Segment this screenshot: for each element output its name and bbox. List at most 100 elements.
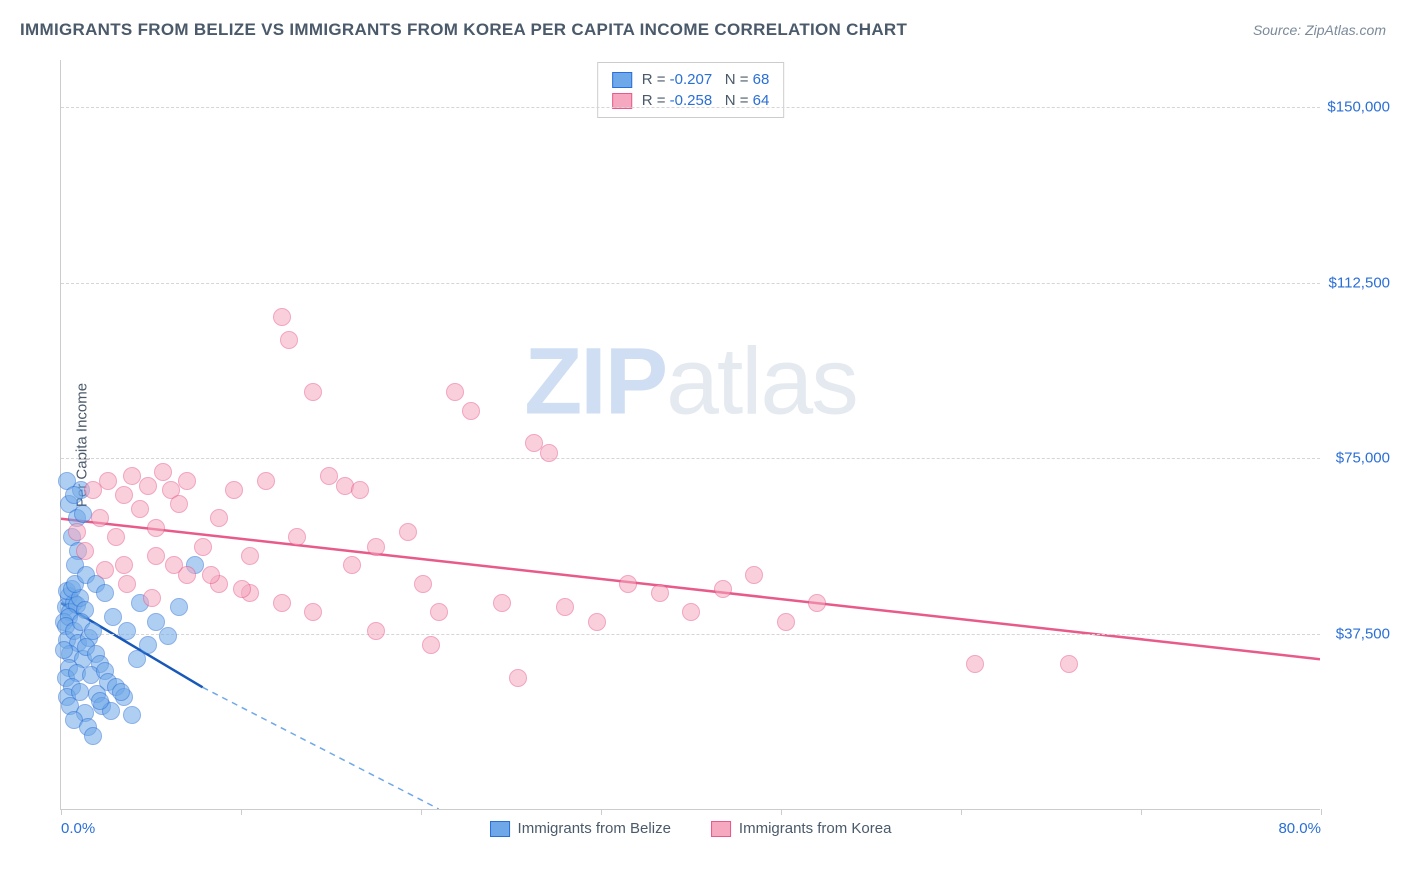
data-point	[194, 538, 212, 556]
data-point	[651, 584, 669, 602]
data-point	[159, 627, 177, 645]
data-point	[619, 575, 637, 593]
data-point	[154, 463, 172, 481]
data-point	[65, 486, 83, 504]
gridline	[61, 283, 1320, 284]
data-point	[147, 519, 165, 537]
data-point	[414, 575, 432, 593]
legend-swatch	[490, 821, 510, 837]
data-point	[91, 692, 109, 710]
legend-label: Immigrants from Korea	[739, 820, 892, 837]
chart-title: IMMIGRANTS FROM BELIZE VS IMMIGRANTS FRO…	[20, 20, 907, 40]
data-point	[241, 547, 259, 565]
data-point	[143, 589, 161, 607]
data-point	[399, 523, 417, 541]
bottom-legend: Immigrants from Belize Immigrants from Ko…	[490, 820, 892, 837]
data-point	[1060, 655, 1078, 673]
scatter-plot: ZIPatlas R = -0.207 N = 68R = -0.258 N =…	[60, 60, 1320, 810]
legend-stats-text: R = -0.207 N = 68	[642, 71, 770, 88]
data-point	[257, 472, 275, 490]
data-point	[210, 509, 228, 527]
source-attribution: Source: ZipAtlas.com	[1253, 22, 1386, 38]
data-point	[966, 655, 984, 673]
data-point	[509, 669, 527, 687]
data-point	[128, 650, 146, 668]
data-point	[165, 556, 183, 574]
data-point	[112, 683, 130, 701]
data-point	[430, 603, 448, 621]
data-point	[540, 444, 558, 462]
legend-label: Immigrants from Belize	[518, 820, 671, 837]
data-point	[107, 528, 125, 546]
y-tick-label: $150,000	[1327, 98, 1390, 115]
data-point	[304, 603, 322, 621]
data-point	[351, 481, 369, 499]
data-point	[225, 481, 243, 499]
x-tick	[1321, 809, 1322, 815]
x-tick-label: 80.0%	[1278, 820, 1321, 837]
x-tick	[241, 809, 242, 815]
data-point	[84, 622, 102, 640]
data-point	[147, 547, 165, 565]
data-point	[115, 486, 133, 504]
data-point	[588, 613, 606, 631]
legend-item: Immigrants from Belize	[490, 820, 671, 837]
data-point	[273, 594, 291, 612]
data-point	[118, 575, 136, 593]
data-point	[288, 528, 306, 546]
data-point	[233, 580, 251, 598]
data-point	[493, 594, 511, 612]
data-point	[115, 556, 133, 574]
chart-area: Per Capita Income ZIPatlas R = -0.207 N …	[50, 60, 1380, 830]
y-tick-label: $75,000	[1336, 450, 1390, 467]
data-point	[367, 538, 385, 556]
data-point	[84, 727, 102, 745]
x-tick	[61, 809, 62, 815]
legend-item: Immigrants from Korea	[711, 820, 892, 837]
y-tick-label: $37,500	[1336, 626, 1390, 643]
data-point	[104, 608, 122, 626]
data-point	[745, 566, 763, 584]
data-point	[367, 622, 385, 640]
x-tick-label: 0.0%	[61, 820, 95, 837]
data-point	[280, 331, 298, 349]
watermark: ZIPatlas	[524, 328, 856, 437]
data-point	[74, 505, 92, 523]
data-point	[76, 542, 94, 560]
data-point	[682, 603, 700, 621]
data-point	[91, 509, 109, 527]
x-tick	[601, 809, 602, 815]
data-point	[446, 383, 464, 401]
data-point	[462, 402, 480, 420]
data-point	[304, 383, 322, 401]
data-point	[273, 308, 291, 326]
legend-swatch	[711, 821, 731, 837]
data-point	[118, 622, 136, 640]
x-tick	[961, 809, 962, 815]
gridline	[61, 458, 1320, 459]
x-tick	[781, 809, 782, 815]
data-point	[170, 598, 188, 616]
data-point	[422, 636, 440, 654]
data-point	[808, 594, 826, 612]
data-point	[55, 641, 73, 659]
data-point	[178, 472, 196, 490]
data-point	[68, 523, 86, 541]
data-point	[777, 613, 795, 631]
data-point	[96, 561, 114, 579]
regression-extrapolation	[203, 687, 439, 809]
data-point	[131, 500, 149, 518]
legend-row: R = -0.207 N = 68	[612, 69, 770, 90]
data-point	[123, 706, 141, 724]
data-point	[139, 477, 157, 495]
data-point	[714, 580, 732, 598]
data-point	[556, 598, 574, 616]
x-tick	[421, 809, 422, 815]
stats-legend: R = -0.207 N = 68R = -0.258 N = 64	[597, 62, 785, 118]
x-tick	[1141, 809, 1142, 815]
gridline	[61, 107, 1320, 108]
data-point	[96, 584, 114, 602]
gridline	[61, 634, 1320, 635]
data-point	[99, 472, 117, 490]
data-point	[202, 566, 220, 584]
